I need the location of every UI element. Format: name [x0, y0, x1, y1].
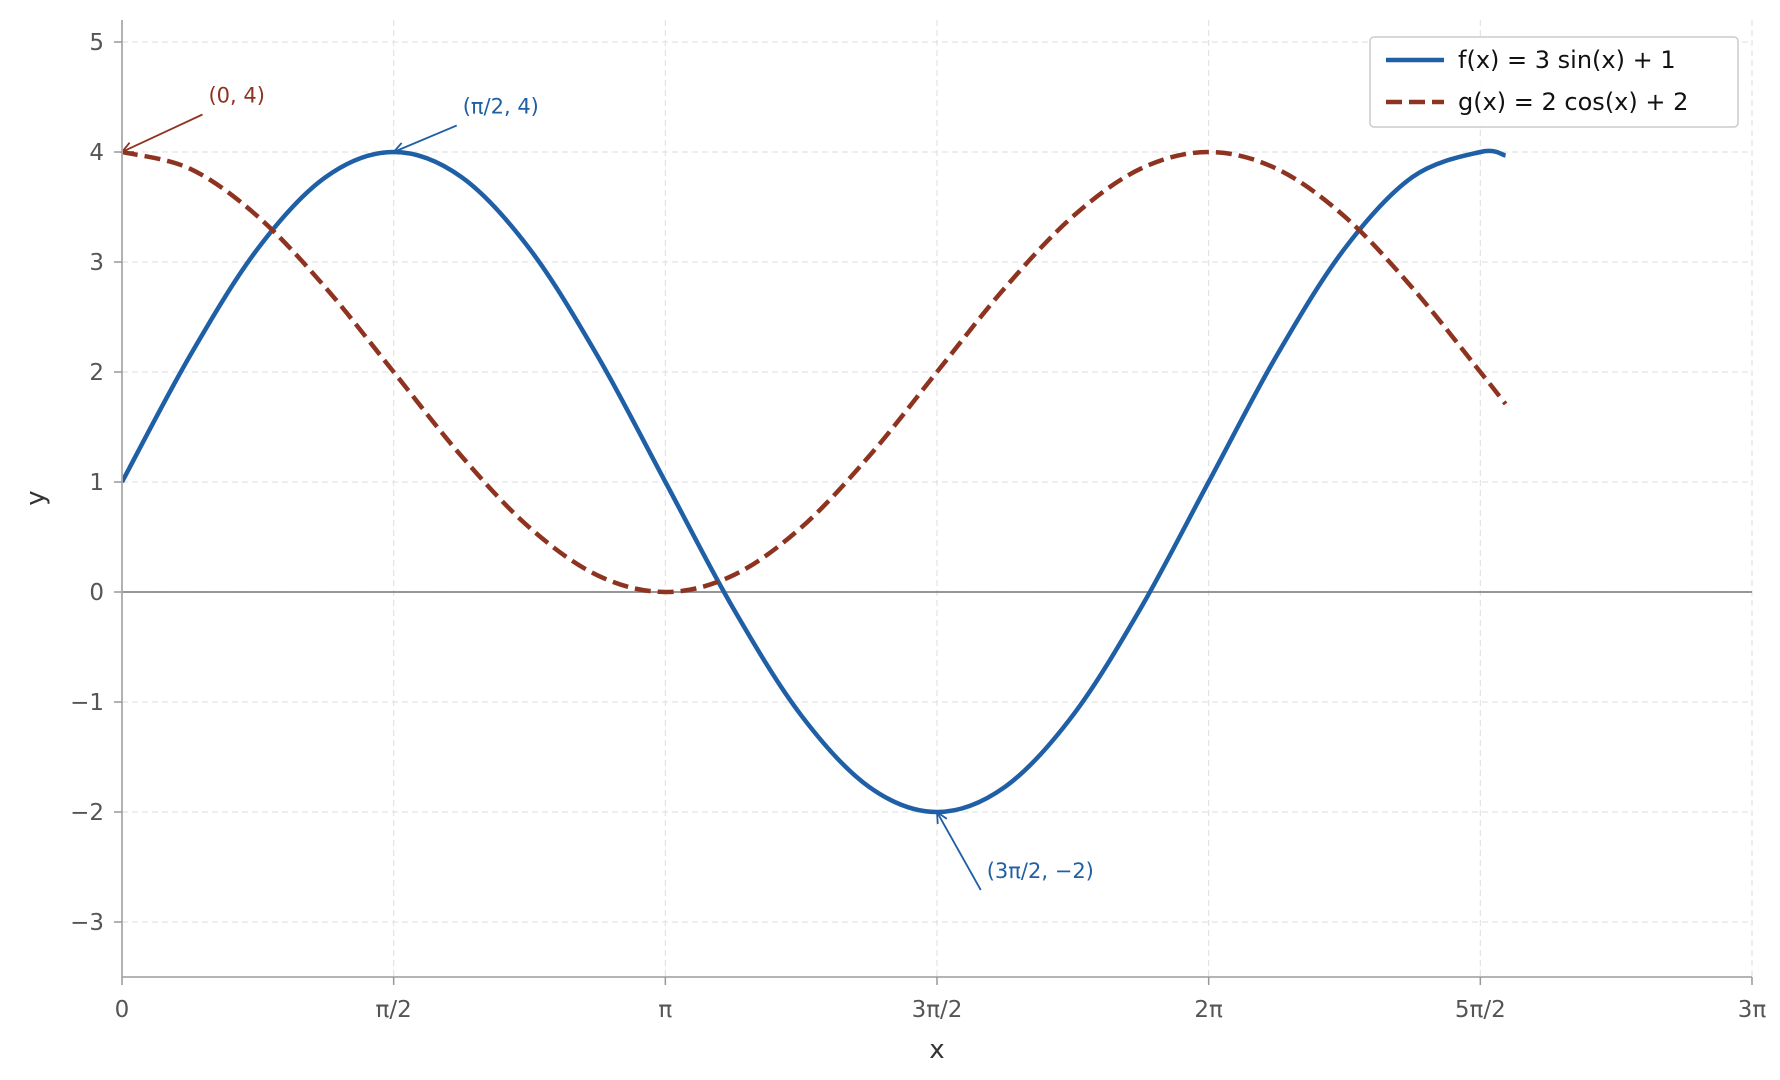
- annotation-label: (0, 4): [208, 84, 264, 108]
- annotations: (0, 4) (π/2, 4) (3π/2, −2): [120, 84, 1094, 891]
- x-tick-label: 3π/2: [912, 997, 963, 1023]
- annotation-label: (π/2, 4): [463, 95, 539, 119]
- y-tick-label: −2: [70, 800, 104, 826]
- y-tick-label: 3: [89, 250, 104, 276]
- annotation-arrowhead: [935, 810, 948, 825]
- series-line-f: [122, 148, 1507, 815]
- annotation-label: (3π/2, −2): [987, 859, 1094, 883]
- y-tick-label: 2: [89, 360, 104, 386]
- y-tick-label: −3: [70, 910, 104, 936]
- series-layer: [122, 148, 1508, 815]
- annotation-arrow: [393, 124, 458, 153]
- x-tick-label: 5π/2: [1455, 997, 1506, 1023]
- legend: f(x) = 3 sin(x) + 1 g(x) = 2 cos(x) + 2: [1369, 36, 1739, 128]
- annotation-arrow: [936, 811, 982, 891]
- x-tick-label: π: [658, 997, 672, 1023]
- y-tick-label: −1: [70, 690, 104, 716]
- legend-box: [1369, 36, 1739, 128]
- y-ticks: −3 −2 −1 0 1 2 3 4 5: [70, 30, 122, 936]
- x-tick-label: 3π: [1738, 997, 1767, 1023]
- y-tick-label: 4: [89, 140, 104, 166]
- legend-label: g(x) = 2 cos(x) + 2: [1458, 88, 1688, 116]
- annotation-arrowhead: [391, 142, 406, 154]
- x-axis-label: x: [929, 1035, 944, 1065]
- x-tick-label: π/2: [376, 997, 412, 1023]
- x-tick-label: 0: [115, 997, 130, 1023]
- legend-label: f(x) = 3 sin(x) + 1: [1458, 46, 1676, 74]
- series-line-g: [122, 149, 1508, 595]
- x-tick-label: 2π: [1194, 997, 1223, 1023]
- y-axis-label: y: [21, 490, 51, 505]
- y-tick-label: 5: [89, 30, 104, 56]
- y-tick-label: 0: [89, 580, 104, 606]
- x-ticks: 0 π/2 π 3π/2 2π 5π/2 3π: [115, 977, 1767, 1023]
- annotation-arrow: [121, 113, 203, 153]
- y-tick-label: 1: [89, 470, 104, 496]
